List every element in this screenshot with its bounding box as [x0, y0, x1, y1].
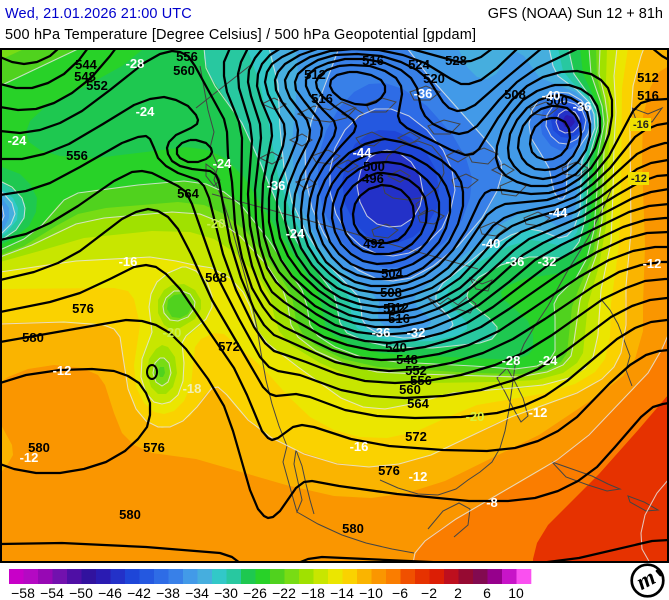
svg-text:560: 560 — [173, 63, 195, 78]
svg-text:572: 572 — [405, 429, 427, 444]
svg-text:548: 548 — [74, 69, 96, 84]
svg-text:-32: -32 — [538, 254, 557, 269]
svg-text:548: 548 — [396, 352, 418, 367]
svg-text:-12: -12 — [643, 256, 662, 271]
svg-text:512: 512 — [637, 70, 659, 85]
svg-text:-16: -16 — [119, 254, 138, 269]
svg-text:556: 556 — [410, 373, 432, 388]
svg-text:496: 496 — [362, 171, 384, 186]
svg-text:-20: -20 — [163, 325, 182, 340]
svg-text:-20: -20 — [466, 409, 485, 424]
svg-text:564: 564 — [177, 186, 199, 201]
svg-text:576: 576 — [72, 301, 94, 316]
svg-text:564: 564 — [407, 396, 429, 411]
svg-text:-36: -36 — [267, 178, 286, 193]
svg-text:516: 516 — [637, 88, 659, 103]
svg-text:-24: -24 — [136, 104, 156, 119]
svg-text:508: 508 — [380, 285, 402, 300]
svg-text:516: 516 — [388, 311, 410, 326]
svg-text:-12: -12 — [631, 173, 647, 185]
svg-text:-12: -12 — [20, 450, 39, 465]
svg-text:-16: -16 — [633, 119, 649, 131]
svg-text:580: 580 — [28, 440, 50, 455]
svg-text:-24: -24 — [8, 133, 28, 148]
svg-text:512: 512 — [304, 67, 326, 82]
svg-text:-36: -36 — [372, 325, 391, 340]
svg-text:-20: -20 — [207, 216, 226, 231]
svg-text:576: 576 — [378, 463, 400, 478]
svg-text:-32: -32 — [407, 325, 426, 340]
svg-text:540: 540 — [385, 340, 407, 355]
svg-text:576: 576 — [143, 440, 165, 455]
svg-text:500: 500 — [363, 159, 385, 174]
svg-text:-36: -36 — [414, 86, 433, 101]
svg-text:-12: -12 — [529, 405, 548, 420]
svg-text:560: 560 — [399, 382, 421, 397]
svg-text:572: 572 — [218, 339, 240, 354]
svg-text:516: 516 — [311, 91, 333, 106]
svg-text:512: 512 — [383, 301, 405, 316]
svg-text:-16: -16 — [350, 439, 369, 454]
svg-text:-24: -24 — [539, 353, 559, 368]
svg-text:-12: -12 — [53, 363, 72, 378]
svg-text:524: 524 — [408, 57, 430, 72]
svg-text:516: 516 — [362, 53, 384, 68]
svg-text:544: 544 — [75, 57, 97, 72]
svg-text:-28: -28 — [502, 353, 521, 368]
svg-text:504: 504 — [381, 266, 403, 281]
svg-text:552: 552 — [86, 78, 108, 93]
svg-text:-40: -40 — [542, 88, 561, 103]
svg-text:500: 500 — [546, 93, 568, 108]
svg-text:-36: -36 — [573, 99, 592, 114]
svg-text:-18: -18 — [183, 381, 202, 396]
svg-text:568: 568 — [205, 270, 227, 285]
svg-text:-8: -8 — [486, 495, 498, 510]
svg-text:-24: -24 — [213, 156, 233, 171]
svg-text:492: 492 — [363, 236, 385, 251]
svg-text:528: 528 — [445, 53, 467, 68]
svg-text:-12: -12 — [409, 469, 428, 484]
svg-text:-28: -28 — [126, 56, 145, 71]
svg-text:-40: -40 — [482, 236, 501, 251]
svg-text:556: 556 — [176, 49, 198, 64]
svg-text:508: 508 — [504, 87, 526, 102]
svg-text:556: 556 — [66, 148, 88, 163]
svg-text:-36: -36 — [506, 254, 525, 269]
svg-text:-44: -44 — [353, 145, 373, 160]
svg-text:520: 520 — [423, 71, 445, 86]
svg-text:-44: -44 — [549, 205, 569, 220]
svg-text:580: 580 — [119, 507, 141, 522]
svg-text:512: 512 — [387, 300, 409, 315]
svg-text:552: 552 — [405, 363, 427, 378]
svg-text:-24: -24 — [286, 226, 306, 241]
svg-text:580: 580 — [342, 521, 364, 536]
svg-text:580: 580 — [22, 330, 44, 345]
